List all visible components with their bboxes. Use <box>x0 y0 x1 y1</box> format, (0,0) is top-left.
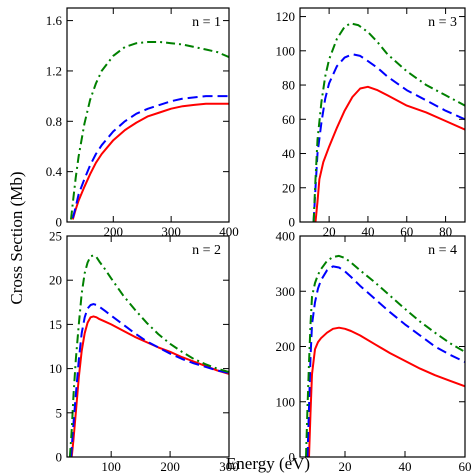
y-tick-label-n3: 60 <box>282 112 295 127</box>
y-tick-label-n2: 15 <box>49 317 62 332</box>
y-tick-label-n1: 0.4 <box>46 164 63 179</box>
series-line-n2-solid <box>70 315 229 457</box>
x-tick-label-n3: 80 <box>439 224 452 239</box>
y-tick-label-n4: 0 <box>289 450 296 465</box>
y-tick-label-n3: 80 <box>282 78 295 93</box>
x-tick-label-n3: 20 <box>323 224 336 239</box>
series-line-n1-dashed <box>71 95 229 219</box>
panel-n1: 200 300 400 0 0.4 0.8 1.2 1.6 n = 1 <box>46 7 239 239</box>
plot-frame-n2 <box>66 235 230 458</box>
series-line-n3-dashed <box>312 53 465 222</box>
y-tick-label-n3: 20 <box>282 180 295 195</box>
y-tick-label-n1: 1.6 <box>46 13 63 28</box>
panel-n4: 20 40 60 0 100 200 300 400 n = 4 <box>276 229 472 475</box>
series-line-n3-solid <box>314 85 465 222</box>
y-tick-label-n2: 25 <box>49 229 62 244</box>
x-tick-label-n4: 40 <box>399 459 412 474</box>
plot-frame-n1 <box>66 7 230 223</box>
y-tick-label-n3: 40 <box>282 146 295 161</box>
y-tick-label-n4: 200 <box>276 339 296 354</box>
panel-n2: 100 200 300 0 5 10 15 20 25 n = 2 <box>49 229 239 475</box>
x-tick-label-n2: 300 <box>219 459 239 474</box>
y-tick-label-n3: 120 <box>276 9 296 24</box>
x-axis-title: Energy (eV) <box>226 454 310 473</box>
x-tick-label-n1: 300 <box>161 224 181 239</box>
x-tick-label-n1: 200 <box>104 224 124 239</box>
series-line-n4-dashed <box>306 265 465 457</box>
plot-frame-n4 <box>299 235 466 458</box>
y-tick-label-n4: 100 <box>276 394 296 409</box>
y-axis-title: Cross Section (Mb) <box>7 171 26 304</box>
series-line-n4-dashdot <box>305 254 465 457</box>
x-tick-label-n4: 60 <box>459 459 472 474</box>
series-line-n2-dashdot <box>68 254 229 457</box>
x-tick-label-n3: 60 <box>400 224 413 239</box>
x-tick-label-n4: 20 <box>339 459 352 474</box>
x-tick-label-n1: 400 <box>219 224 239 239</box>
y-tick-label-n1: 0.8 <box>46 114 62 129</box>
series-line-n1-solid <box>71 102 229 220</box>
panel-n3: 20 40 60 80 0 20 40 60 80 100 120 n = 3 <box>276 7 466 239</box>
panel-label-n3: n = 3 <box>428 15 457 30</box>
y-tick-label-n2: 20 <box>49 273 62 288</box>
series-line-n3-dashdot <box>312 22 465 222</box>
y-tick-label-n1: 0 <box>56 215 63 230</box>
y-tick-label-n3: 0 <box>289 215 296 230</box>
y-tick-label-n2: 5 <box>56 405 63 420</box>
y-tick-label-n2: 0 <box>56 450 63 465</box>
panel-label-n4: n = 4 <box>428 243 457 258</box>
plot-frame-n3 <box>299 7 466 223</box>
x-tick-label-n2: 100 <box>101 459 121 474</box>
x-tick-label-n2: 200 <box>160 459 180 474</box>
panel-label-n2: n = 2 <box>192 243 221 258</box>
y-tick-label-n4: 300 <box>276 284 296 299</box>
y-tick-label-n2: 10 <box>49 361 62 376</box>
y-tick-label-n1: 1.2 <box>46 63 62 78</box>
y-tick-label-n3: 100 <box>276 43 296 58</box>
series-line-n1-dashdot <box>70 41 229 220</box>
y-tick-label-n4: 400 <box>276 229 296 244</box>
series-line-n2-dashed <box>70 303 229 457</box>
panel-label-n1: n = 1 <box>192 15 221 30</box>
series-line-n4-solid <box>308 326 465 457</box>
x-tick-label-n3: 40 <box>361 224 374 239</box>
